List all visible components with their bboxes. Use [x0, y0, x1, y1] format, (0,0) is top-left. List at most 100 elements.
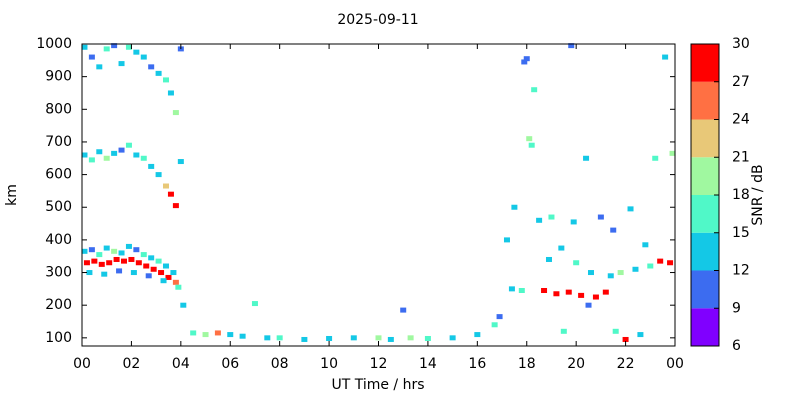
echo-point: [106, 260, 113, 266]
echo-point: [172, 279, 179, 285]
echo-point: [103, 46, 110, 52]
echo-point: [118, 250, 125, 256]
y-tick-label: 500: [45, 199, 72, 215]
x-tick-label: 02: [123, 356, 141, 372]
echo-point: [98, 261, 105, 267]
echo-point: [568, 43, 575, 49]
echo-point: [125, 243, 132, 249]
echo-point: [128, 256, 135, 262]
echo-point: [578, 292, 585, 298]
echo-point: [375, 335, 382, 341]
echo-point: [503, 237, 510, 243]
echo-point: [130, 270, 137, 276]
echo-point: [113, 256, 120, 262]
colorbar-segment: [691, 119, 719, 158]
echo-point: [227, 332, 234, 338]
colorbar-label: SNR / dB: [750, 164, 766, 225]
x-tick-label: 10: [320, 356, 338, 372]
echo-point: [145, 273, 152, 279]
echo-point: [190, 330, 197, 336]
echo-point: [172, 203, 179, 209]
x-axis-label: UT Time / hrs: [331, 377, 424, 393]
echo-point: [88, 157, 95, 163]
echo-point: [111, 150, 118, 156]
echo-point: [140, 252, 147, 258]
echo-point: [202, 332, 209, 338]
echo-point: [400, 307, 407, 313]
echo-point: [587, 270, 594, 276]
echo-point: [167, 90, 174, 96]
x-tick-label: 14: [419, 356, 437, 372]
echo-point: [583, 155, 590, 161]
echo-point: [449, 335, 456, 341]
echo-point: [81, 152, 88, 158]
echo-point: [531, 87, 538, 93]
echo-point: [103, 155, 110, 161]
echo-point: [133, 152, 140, 158]
echo-point: [669, 150, 676, 156]
echo-point: [163, 263, 170, 269]
echo-point: [612, 328, 619, 334]
x-tick-label: 04: [172, 356, 190, 372]
colorbar-tick-label: 30: [732, 36, 750, 52]
echo-point: [474, 332, 481, 338]
echo-point: [133, 49, 140, 55]
echo-point: [511, 204, 518, 210]
y-tick-label: 700: [45, 134, 72, 150]
echo-point: [140, 54, 147, 60]
echo-point: [617, 270, 624, 276]
echo-point: [125, 142, 132, 148]
echo-point: [155, 258, 162, 264]
echo-point: [121, 258, 128, 264]
echo-point: [518, 287, 525, 293]
echo-point: [81, 44, 88, 50]
echo-point: [81, 248, 88, 254]
y-tick-label: 200: [45, 297, 72, 313]
echo-point: [602, 289, 609, 295]
echo-point: [163, 77, 170, 83]
colorbar-tick-label: 6: [732, 338, 741, 354]
echo-point: [148, 64, 155, 70]
x-tick-label: 00: [666, 356, 684, 372]
colorbar-segment: [691, 308, 719, 346]
echo-point: [116, 268, 123, 274]
echo-point: [528, 142, 535, 148]
echo-point: [610, 227, 617, 233]
echo-point: [560, 328, 567, 334]
echo-point: [86, 270, 93, 276]
echo-point: [148, 163, 155, 169]
echo-point: [148, 255, 155, 261]
echo-point: [101, 271, 108, 277]
colorbar-tick-label: 12: [732, 263, 750, 279]
x-tick-label: 06: [221, 356, 239, 372]
colorbar-tick-label: 9: [732, 300, 741, 316]
echo-point: [118, 61, 125, 67]
echo-point: [118, 147, 125, 153]
colorbar-tick-label: 27: [732, 74, 750, 90]
echo-point: [622, 336, 629, 342]
echo-point: [170, 270, 177, 276]
x-tick-label: 16: [468, 356, 486, 372]
colorbar-tick-label: 24: [732, 112, 750, 128]
echo-point: [652, 155, 659, 161]
y-tick-label: 800: [45, 101, 72, 117]
echo-point: [160, 278, 167, 284]
echo-point: [526, 136, 533, 142]
echo-point: [523, 56, 530, 62]
x-tick-label: 18: [518, 356, 536, 372]
echo-point: [536, 217, 543, 223]
echo-point: [239, 333, 246, 339]
echo-point: [111, 43, 118, 49]
x-tick-label: 12: [370, 356, 388, 372]
y-tick-label: 1000: [36, 36, 72, 52]
echo-point: [155, 172, 162, 178]
echo-point: [251, 301, 258, 307]
echo-point: [424, 335, 431, 341]
echo-point: [150, 266, 157, 272]
echo-point: [214, 330, 221, 336]
colorbar-segment: [691, 81, 719, 120]
echo-point: [627, 206, 634, 212]
echo-point: [558, 245, 565, 251]
echo-point: [632, 266, 639, 272]
